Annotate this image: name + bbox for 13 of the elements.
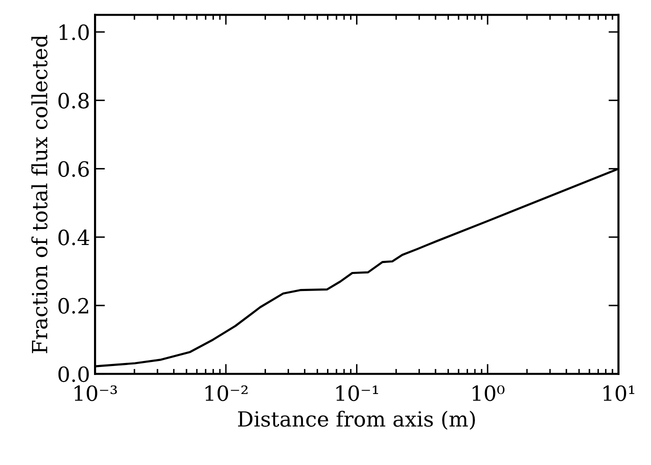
x-tick-label: 10⁻³ <box>74 385 117 402</box>
y-tick-label: 0.8 <box>58 92 89 109</box>
x-tick-label: 10⁰ <box>472 385 504 402</box>
y-axis-title: Fraction of total flux collected <box>31 35 48 354</box>
x-tick-label: 10¹ <box>604 385 634 402</box>
y-tick-label: 1.0 <box>60 24 89 40</box>
x-tick-label: 10⁻¹ <box>336 385 378 402</box>
x-tick-label: 10⁻² <box>206 385 248 402</box>
y-tick-label: 0.6 <box>58 161 89 177</box>
x-axis-title: Distance from axis (m) <box>238 410 475 430</box>
y-tick-label: 0.0 <box>58 366 89 382</box>
y-tick-label: 0.4 <box>58 230 90 246</box>
y-tick-label: 0.2 <box>58 298 88 314</box>
